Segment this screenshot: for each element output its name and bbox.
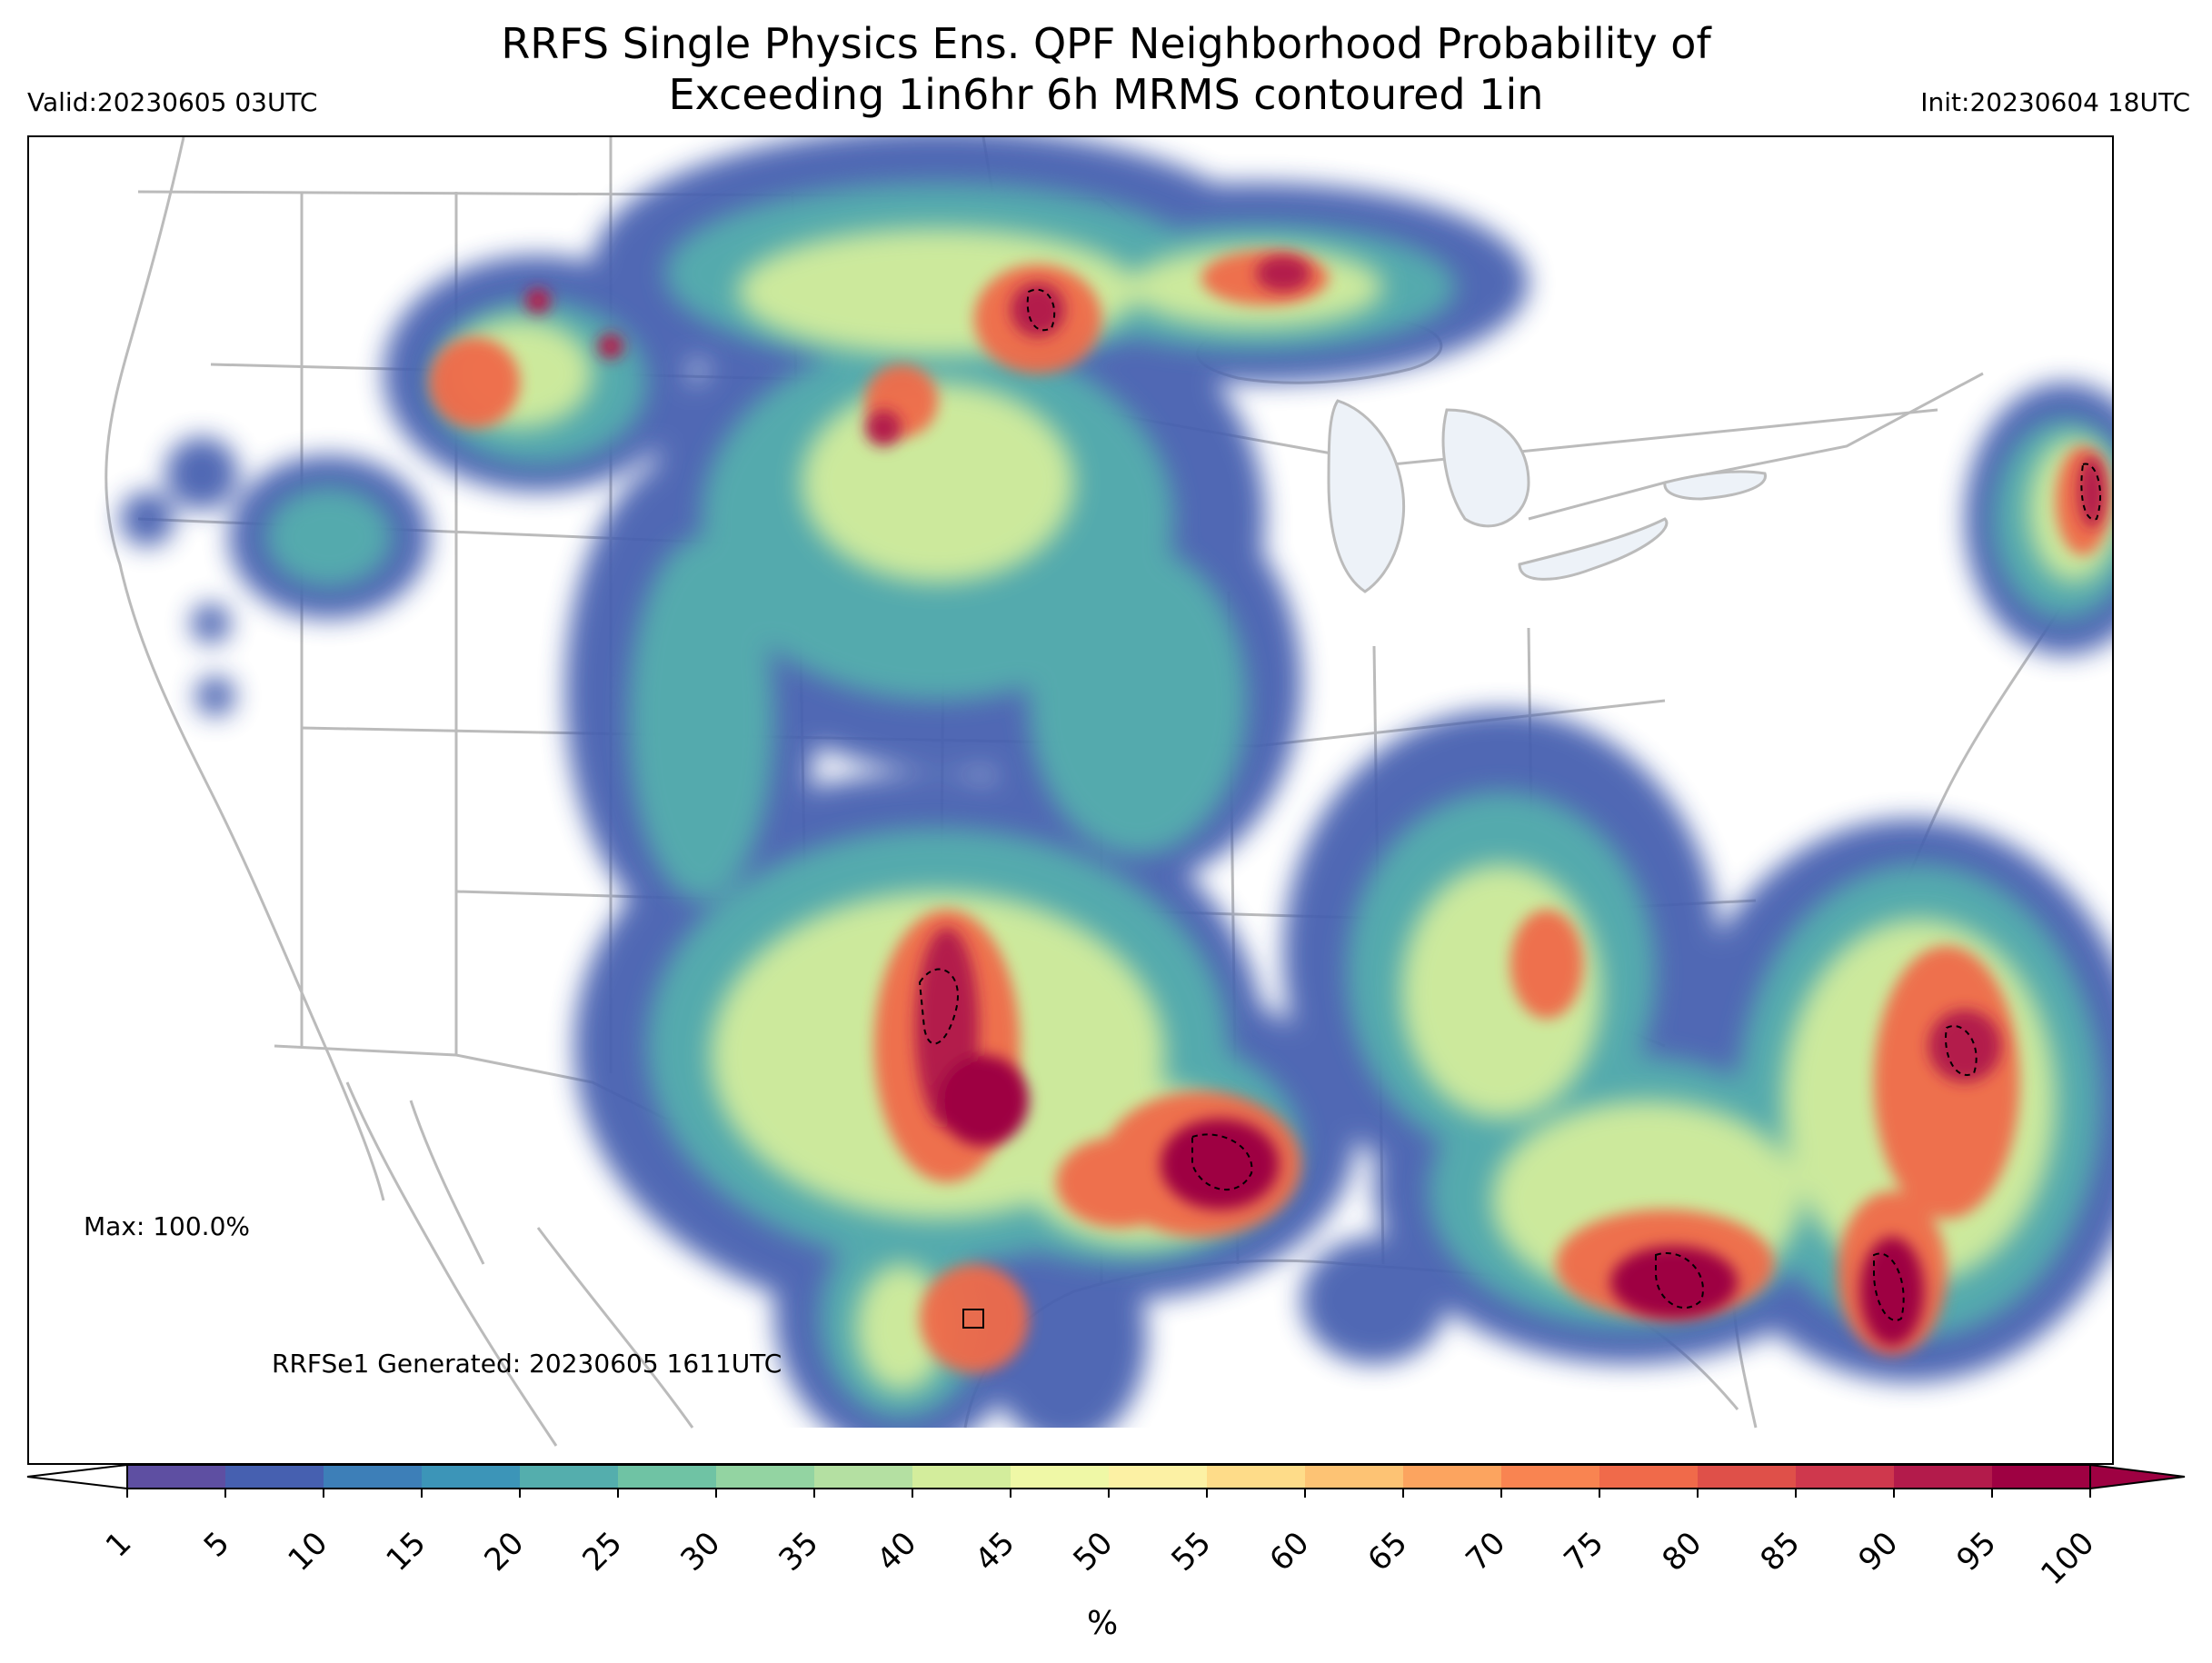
lake-huron [1441,408,1530,528]
colorbar-tick-label: 90 [1851,1525,1905,1578]
colorbar-tick-label: 75 [1557,1525,1610,1578]
colorbar-segment [1698,1465,1797,1489]
colorbar-segment [1894,1465,1993,1489]
colorbar-tick-label: 80 [1655,1525,1709,1578]
colorbar-tick-label: 100 [2034,1525,2101,1592]
colorbar: 1 5 10 15 20 25 30 35 40 45 50 55 60 65 70 75 80 85 90 95 10… [26,1463,2186,1592]
colorbar-tick-label: 55 [1164,1525,1218,1578]
colorbar-segment [1992,1465,2091,1489]
colorbar-segment [520,1465,619,1489]
valid-time-label: Valid:20230605 03UTC [27,87,318,117]
colorbar-tick-label: 85 [1753,1525,1807,1578]
max-value-label: Max: 100.0% [84,1211,250,1241]
lake-michigan [1327,399,1406,593]
appalachian-line [1528,372,1984,521]
colorbar-segment [716,1465,815,1489]
colorbar-tick-label: 95 [1949,1525,2003,1578]
colorbar-segment [1403,1465,1502,1489]
init-time-label: Init:20230604 18UTC [1920,87,2190,117]
colorbar-tick-label: 5 [197,1525,237,1565]
colorbar-tick-label: 50 [1066,1525,1120,1578]
colorbar-extend-low [26,1463,128,1490]
generated-label: RRFSe1 Generated: 20230605 1611UTC [272,1349,782,1379]
colorbar-tick-label: 25 [575,1525,629,1578]
mexico-west-coast [536,1227,694,1429]
chart-title: RRFS Single Physics Ens. QPF Neighborhoo… [0,18,2212,120]
colorbar-tick-label: 1 [99,1525,139,1565]
map-panel [27,135,2114,1465]
colorbar-segment [1109,1465,1208,1489]
colorbar-segment [912,1465,1011,1489]
probability-map [105,137,2112,1447]
colorbar-tick-label: 40 [870,1525,923,1578]
colorbar-tick-label: 30 [673,1525,727,1578]
title-line-1: RRFS Single Physics Ens. QPF Neighborhoo… [501,19,1711,68]
lake-ontario [1663,470,1767,501]
colorbar-segment [1011,1465,1110,1489]
title-line-2: Exceeding 1in6hr 6h MRMS contoured 1in [668,70,1544,119]
colorbar-segment [814,1465,913,1489]
colorbar-segment [1305,1465,1404,1489]
lake-erie [1518,517,1669,581]
colorbar-segment [225,1465,324,1489]
colorbar-tick-label: 20 [477,1525,531,1578]
colorbar-tick-label: 10 [281,1525,334,1578]
gulf-of-california-coast [409,1100,485,1265]
probability-field [120,137,2112,1428]
colorbar-segment [1207,1465,1306,1489]
colorbar-tick-label: 35 [772,1525,825,1578]
colorbar-segment [127,1465,226,1489]
pacific-coastline [105,137,385,1201]
baja-coastline [345,1081,558,1447]
colorbar-segment [1599,1465,1699,1489]
colorbar-tick-label: 15 [379,1525,433,1578]
colorbar-tick-label: 65 [1360,1525,1414,1578]
colorbar-segment [618,1465,717,1489]
colorbar-segment [1796,1465,1895,1489]
colorbar-tick-label: 45 [968,1525,1021,1578]
colorbar-segment [324,1465,423,1489]
highlight-box [962,1309,984,1329]
colorbar-tick-label: 70 [1459,1525,1512,1578]
colorbar-units-label: % [1087,1605,1119,1642]
colorbar-tick-label: 60 [1262,1525,1316,1578]
colorbar-extend-high [2089,1463,2186,1490]
mrms-contours [918,288,2102,1321]
colorbar-segment [422,1465,521,1489]
colorbar-segment [1501,1465,1600,1489]
